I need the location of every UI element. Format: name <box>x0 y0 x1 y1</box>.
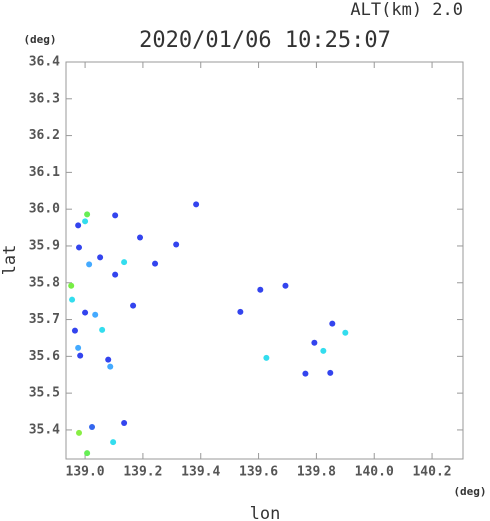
echo-point <box>173 241 180 248</box>
echo-point <box>263 354 270 361</box>
echo-point <box>99 326 106 333</box>
echo-point <box>237 308 244 315</box>
y-tick-label: 35.6 <box>29 349 60 364</box>
echo-point <box>105 356 112 363</box>
echo-point <box>76 244 83 251</box>
echo-point <box>75 222 82 229</box>
x-tick-label: 140.0 <box>355 465 394 480</box>
y-tick-label: 36.1 <box>29 165 60 180</box>
echo-point <box>71 327 78 334</box>
echo-point <box>76 429 83 436</box>
y-axis-label: lat <box>0 245 20 276</box>
echo-point <box>193 201 200 208</box>
echo-point <box>320 347 327 354</box>
y-tick-label: 35.7 <box>29 312 60 327</box>
echo-point <box>107 363 114 370</box>
echo-point <box>121 259 128 266</box>
echo-point <box>112 212 119 219</box>
echo-point <box>89 423 96 430</box>
echo-point <box>84 450 91 457</box>
echo-point <box>152 260 159 267</box>
echo-point <box>311 339 318 346</box>
echo-point <box>302 370 309 377</box>
subtitle: ALT(km) 2.0 <box>350 0 463 20</box>
y-tick-label: 36.0 <box>29 202 60 217</box>
x-tick-label: 139.4 <box>181 465 220 480</box>
echo-point <box>69 296 76 303</box>
y-tick-label: 35.8 <box>29 275 60 290</box>
echo-point <box>92 311 99 318</box>
echo-point <box>327 369 334 376</box>
echo-point <box>75 344 82 351</box>
y-tick-label: 36.2 <box>29 128 60 143</box>
echo-point <box>68 282 75 289</box>
x-tick-label: 139.2 <box>123 465 162 480</box>
echo-point <box>82 218 89 225</box>
y-unit: (deg) <box>23 33 56 46</box>
echo-point <box>84 211 91 218</box>
echo-point <box>282 282 289 289</box>
echo-point <box>130 302 137 309</box>
y-tick-label: 35.4 <box>29 422 60 437</box>
x-tick-label: 139.0 <box>66 465 105 480</box>
echo-point <box>110 439 117 446</box>
x-axis-label: lon <box>250 504 281 521</box>
y-tick-label: 35.9 <box>29 238 60 253</box>
echo-point <box>112 271 119 278</box>
echo-point <box>97 254 104 261</box>
plot-frame <box>65 61 464 460</box>
echo-point <box>86 261 93 268</box>
echo-point <box>329 320 336 327</box>
echo-point <box>257 286 264 293</box>
echo-point <box>137 234 144 241</box>
echo-point <box>121 419 128 426</box>
y-tick-label: 36.4 <box>29 55 60 70</box>
chart-title: 2020/01/06 10:25:07 <box>139 28 391 53</box>
x-tick-label: 139.8 <box>297 465 336 480</box>
y-tick-label: 35.5 <box>29 386 60 401</box>
echo-point <box>82 309 89 316</box>
x-tick-label: 140.2 <box>412 465 451 480</box>
echo-point <box>77 352 84 359</box>
x-tick-label: 139.6 <box>239 465 278 480</box>
echo-point <box>342 329 349 336</box>
y-tick-label: 36.3 <box>29 91 60 106</box>
x-unit: (deg) <box>453 485 486 498</box>
